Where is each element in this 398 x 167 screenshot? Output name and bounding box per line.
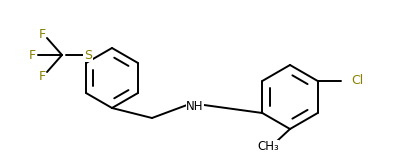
Text: Cl: Cl <box>352 74 364 88</box>
Text: S: S <box>84 48 92 61</box>
Text: F: F <box>28 48 35 61</box>
Text: F: F <box>39 28 45 41</box>
Text: NH: NH <box>186 101 204 114</box>
Text: CH₃: CH₃ <box>257 140 279 153</box>
Text: F: F <box>39 69 45 82</box>
